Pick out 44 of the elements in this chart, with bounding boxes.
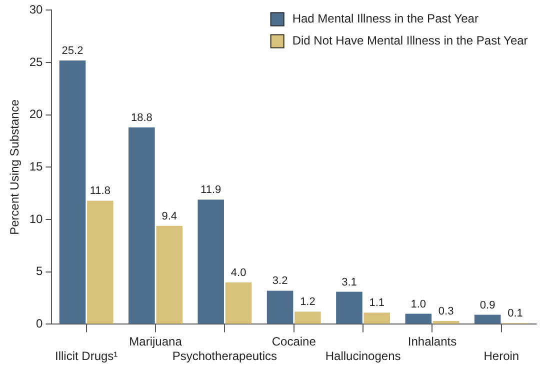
data-label: 25.2 [62,44,84,57]
bar [364,312,390,324]
bar [266,290,294,324]
y-axis-title: Percent Using Substance [8,99,22,235]
legend-label: Did Not Have Mental Illness in the Past Year [292,34,528,48]
data-label: 0.9 [480,299,496,312]
x-tick-label: Psychotherapeutics [172,349,278,364]
bar [405,314,432,324]
bar [225,282,252,324]
data-label: 11.9 [200,184,222,196]
bar [432,321,460,324]
bar [474,314,501,324]
x-tick-label: Cocaine [272,334,316,349]
y-tick-label: 25 [29,54,44,69]
data-label: 1.2 [300,296,316,308]
y-tick-label: 20 [29,107,44,122]
bar [198,200,224,324]
bar [59,60,86,324]
data-label: 18.8 [130,112,152,124]
x-tick-label: Inhalants [408,334,457,349]
x-tick-label: Hallucinogens [325,349,401,364]
bar [87,200,114,324]
data-label: 11.8 [90,185,110,198]
data-label: 0.3 [438,306,454,318]
x-tick-label: Marijuana [129,334,182,349]
y-tick-label: 30 [29,2,44,17]
x-tick-label: Illicit Drugs¹ [55,349,118,364]
legend-label: Had Mental Illness in the Past Year [292,12,478,26]
data-label: 3.1 [342,276,357,288]
y-tick-label: 0 [36,316,44,331]
data-label: 9.4 [162,210,177,222]
data-label: 1.1 [369,297,385,310]
y-tick-label: 15 [29,160,44,174]
data-label: 1.0 [410,298,426,310]
bar [294,312,321,324]
y-tick-label: 10 [29,212,44,226]
bar [128,127,155,324]
y-tick-label: 5 [36,264,44,278]
data-label: 4.0 [230,266,246,279]
data-label: 3.2 [272,275,288,288]
data-label: 0.1 [508,308,523,320]
x-tick-label: Heroin [484,349,520,364]
bar [336,292,362,324]
bar [156,226,182,324]
